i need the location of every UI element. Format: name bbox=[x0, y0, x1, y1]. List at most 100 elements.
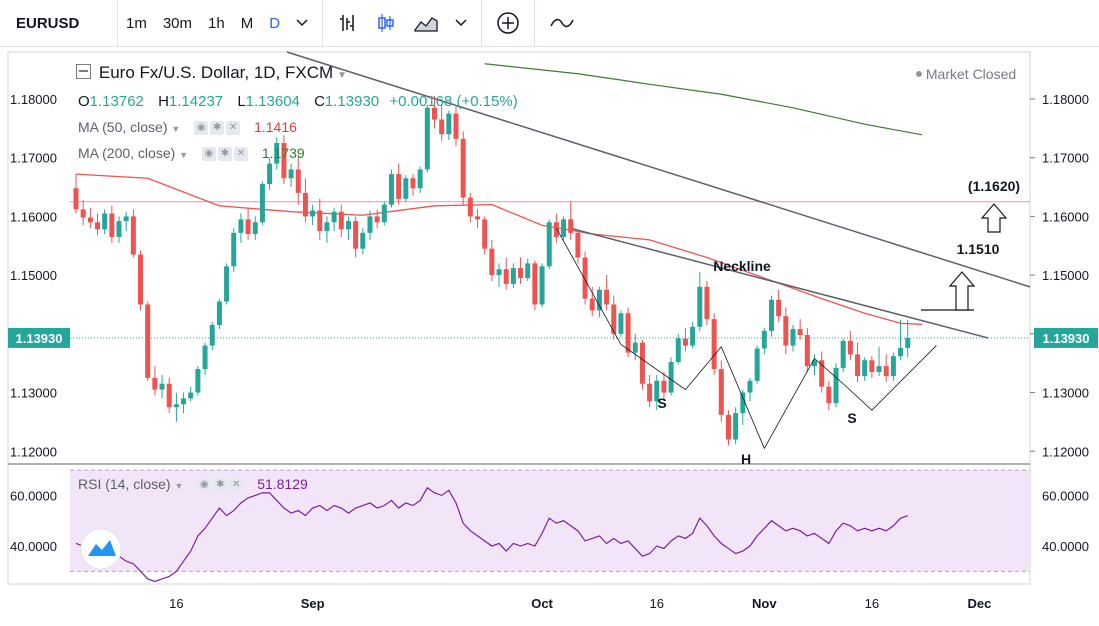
candle-body bbox=[568, 219, 574, 233]
chevron-down-icon[interactable] bbox=[288, 0, 316, 46]
chevron-down-icon[interactable]: ▼ bbox=[171, 124, 181, 134]
candle-body bbox=[711, 319, 717, 370]
candle-body bbox=[661, 380, 667, 393]
candle-body bbox=[73, 188, 79, 210]
candle-body bbox=[812, 360, 818, 367]
chevron-down-icon[interactable]: ▼ bbox=[337, 70, 347, 81]
wave-icon[interactable] bbox=[541, 0, 583, 46]
price-chart[interactable]: 1.18000 1.18000 1.17000 1.17000 1.16000 1.160… bbox=[0, 46, 1099, 621]
price-tick-left: 1.13000 bbox=[10, 386, 57, 401]
candle-body bbox=[496, 269, 502, 276]
market-status-text: Market Closed bbox=[925, 66, 1017, 82]
candle-body bbox=[259, 184, 265, 223]
chevron-down-icon[interactable]: ▼ bbox=[179, 150, 189, 160]
chart-settings-icon[interactable] bbox=[76, 64, 91, 79]
rsi-tick-right: 60.0000 bbox=[1042, 488, 1089, 503]
candle-body bbox=[582, 257, 588, 299]
candle-body bbox=[611, 304, 617, 334]
close-icon[interactable]: ✕ bbox=[233, 147, 248, 162]
bar-style-icon[interactable] bbox=[329, 0, 367, 46]
neckline-line bbox=[569, 227, 989, 339]
candle-body bbox=[138, 254, 144, 305]
candle-body bbox=[152, 377, 158, 390]
candle-body bbox=[733, 413, 739, 440]
candle-body bbox=[840, 340, 846, 368]
candle-body bbox=[553, 222, 559, 237]
timeframe-1m[interactable]: 1m bbox=[126, 14, 147, 32]
time-axis-label: 16 bbox=[650, 596, 664, 611]
eye-icon[interactable]: ◉ bbox=[194, 121, 209, 136]
candle-body bbox=[102, 213, 108, 230]
symbol-search[interactable]: EURUSD bbox=[0, 0, 118, 46]
market-status: Market Closed bbox=[916, 66, 1016, 82]
chart-area[interactable]: 1.18000 1.18000 1.17000 1.17000 1.16000 1.160… bbox=[0, 46, 1099, 621]
timeframe-30m[interactable]: 30m bbox=[162, 14, 193, 32]
candle-body bbox=[604, 289, 610, 305]
candle-body bbox=[432, 107, 437, 120]
up-arrow-icon bbox=[948, 271, 976, 311]
candle-style-icon[interactable] bbox=[367, 0, 405, 46]
candle-body bbox=[367, 216, 373, 233]
candle-body bbox=[754, 348, 760, 381]
candle-body bbox=[898, 347, 904, 357]
ma200-line bbox=[484, 63, 923, 136]
candle-body bbox=[202, 345, 208, 370]
rsi-legend: RSI (14, close) ▼ ◉ ✱ ✕ 51.8129 bbox=[78, 476, 308, 493]
candle-body bbox=[173, 404, 179, 408]
candle-body bbox=[166, 383, 172, 408]
candle-body bbox=[80, 209, 86, 218]
candle-body bbox=[460, 138, 466, 198]
candle-body bbox=[123, 216, 129, 222]
candle-body bbox=[654, 380, 660, 402]
gear-icon[interactable]: ✱ bbox=[213, 478, 228, 493]
candle-body bbox=[195, 369, 201, 393]
gear-icon[interactable]: ✱ bbox=[210, 121, 225, 136]
close-icon[interactable]: ✕ bbox=[229, 478, 244, 493]
candle-body bbox=[510, 268, 516, 284]
eye-icon[interactable]: ◉ bbox=[201, 147, 216, 162]
candle-body bbox=[847, 340, 853, 355]
close-icon[interactable]: ✕ bbox=[226, 121, 241, 136]
candle-body bbox=[467, 197, 473, 217]
candle-body bbox=[446, 113, 452, 135]
candle-body bbox=[625, 313, 631, 353]
candle-body bbox=[238, 219, 244, 233]
candle-body bbox=[288, 169, 294, 179]
candle-body bbox=[95, 222, 101, 230]
timeframe-1h[interactable]: 1h bbox=[208, 14, 225, 32]
chevron-down-icon[interactable]: ▼ bbox=[174, 481, 184, 491]
time-axis-label: Nov bbox=[752, 596, 777, 611]
compare-icon[interactable] bbox=[488, 0, 528, 46]
candle-body bbox=[231, 232, 237, 267]
right-shoulder-label: S bbox=[847, 410, 856, 426]
rsi-tick-left: 60.0000 bbox=[10, 488, 57, 503]
candle-body bbox=[596, 289, 602, 311]
candle-body bbox=[181, 398, 187, 405]
eye-icon[interactable]: ◉ bbox=[197, 478, 212, 493]
candle-body bbox=[618, 313, 624, 334]
gear-icon[interactable]: ✱ bbox=[217, 147, 232, 162]
candle-body bbox=[116, 221, 122, 237]
downtrend-line bbox=[286, 51, 1031, 288]
candle-body bbox=[224, 266, 230, 302]
candle-body bbox=[345, 221, 351, 230]
target1-label: 1.1510 bbox=[957, 241, 1000, 257]
neckline-label: Neckline bbox=[713, 258, 771, 274]
candle-body bbox=[424, 107, 430, 170]
rsi-value: 51.8129 bbox=[257, 476, 308, 492]
last-price-tag-right bbox=[1034, 327, 1098, 348]
area-style-icon[interactable] bbox=[405, 0, 447, 46]
open-label: O bbox=[78, 93, 90, 110]
candle-body bbox=[876, 366, 882, 372]
candle-body bbox=[453, 113, 459, 139]
high-value: 1.14237 bbox=[168, 93, 224, 110]
timeframe-d[interactable]: D bbox=[269, 14, 281, 32]
tradingview-logo-icon bbox=[88, 540, 116, 556]
chevron-down-icon[interactable] bbox=[447, 0, 475, 46]
candle-body bbox=[905, 337, 911, 348]
candle-body bbox=[281, 143, 287, 179]
candle-body bbox=[804, 335, 810, 367]
timeframe-m[interactable]: M bbox=[240, 14, 254, 32]
price-tick-left: 1.16000 bbox=[10, 209, 57, 224]
price-tick-left: 1.15000 bbox=[10, 268, 57, 283]
